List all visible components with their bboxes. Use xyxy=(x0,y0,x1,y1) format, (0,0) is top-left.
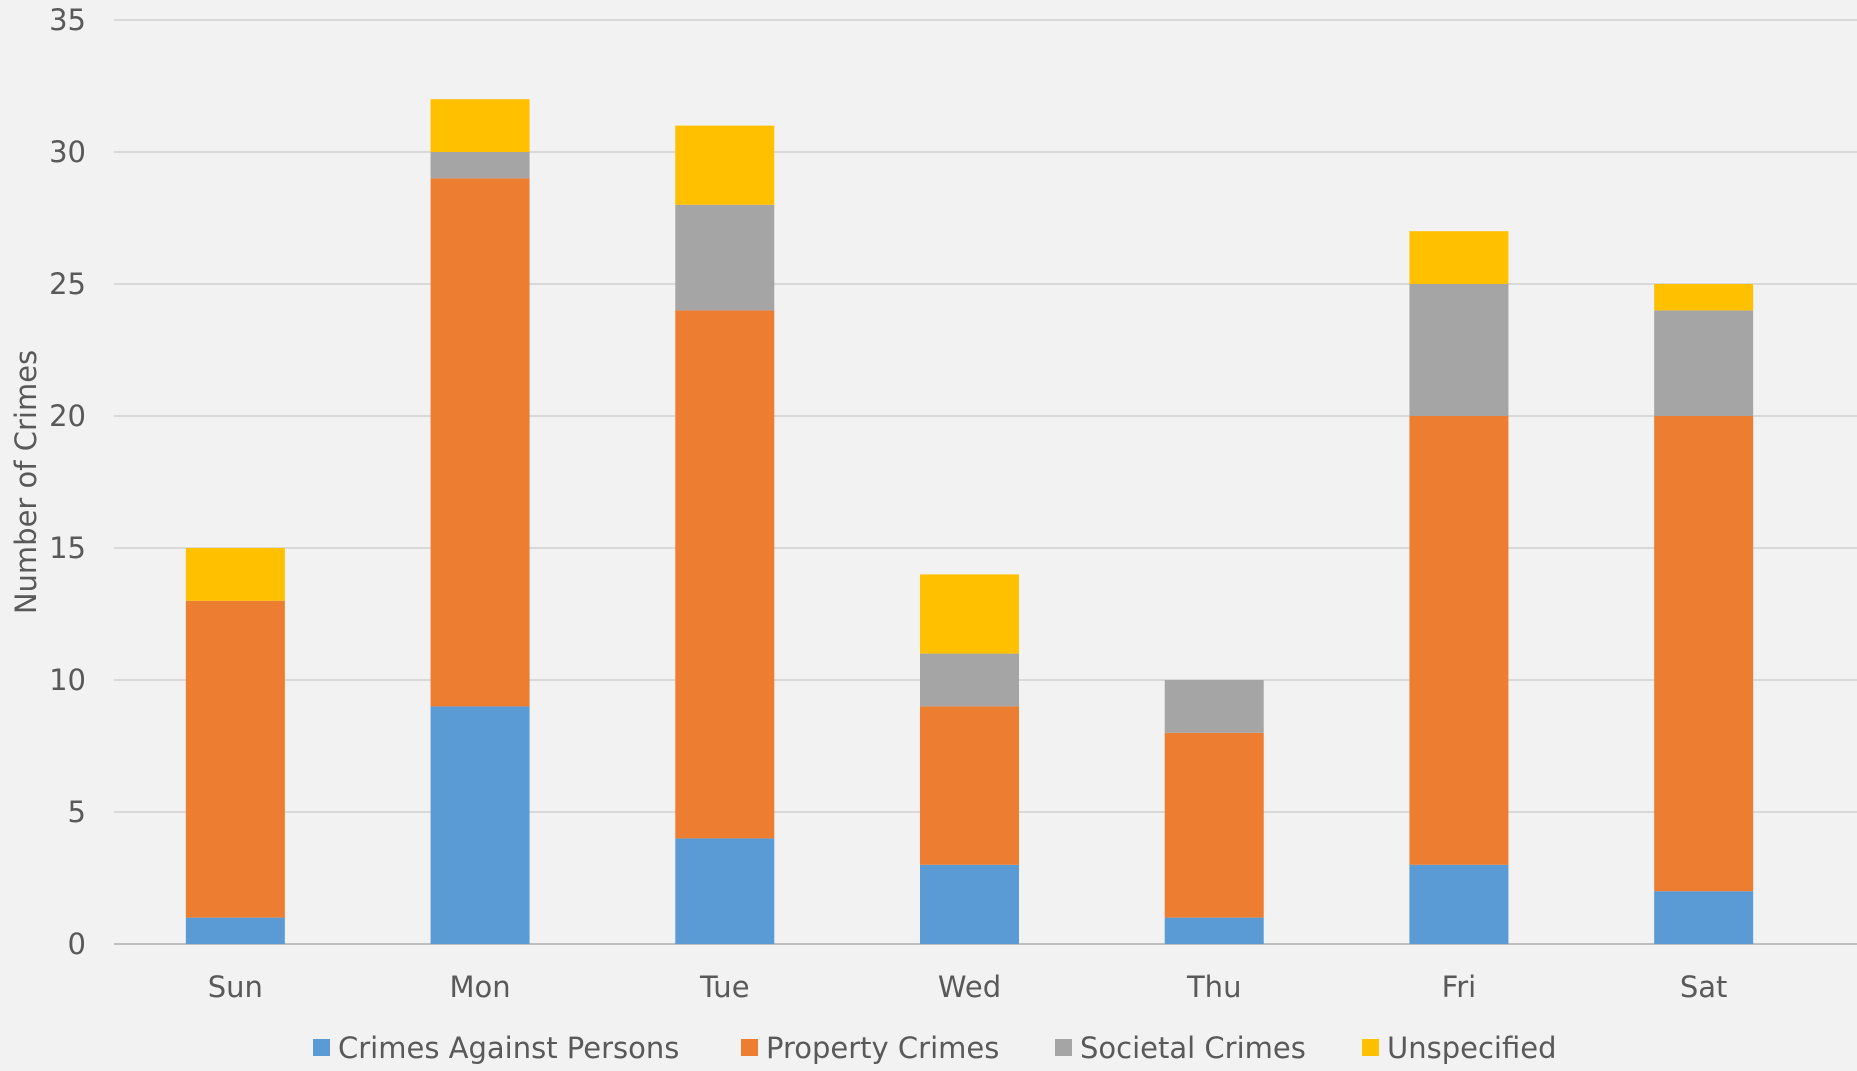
bar-segment xyxy=(430,706,530,944)
y-tick-label: 30 xyxy=(49,135,86,169)
legend-swatch xyxy=(313,1039,330,1056)
bar-segment xyxy=(1654,416,1754,892)
bar-segment xyxy=(675,204,775,311)
bar-segment xyxy=(185,917,285,944)
bar-segment xyxy=(920,706,1019,865)
legend-label: Property Crimes xyxy=(766,1031,999,1065)
y-axis-ticks: 0 5 10 15 20 25 30 35 xyxy=(49,3,86,961)
bar-segment xyxy=(1409,231,1509,284)
bar-segment xyxy=(1654,284,1754,311)
bar-segment xyxy=(1654,310,1754,416)
bar-segment xyxy=(675,310,775,839)
y-tick-label: 0 xyxy=(68,927,86,961)
legend-label: Unspecified xyxy=(1387,1031,1556,1065)
legend-label: Crimes Against Persons xyxy=(338,1031,679,1065)
bar-segment xyxy=(1409,284,1509,416)
legend-swatch xyxy=(741,1039,758,1056)
legend-label: Societal Crimes xyxy=(1080,1031,1306,1065)
bar-segment xyxy=(1409,416,1509,865)
y-tick-label: 20 xyxy=(49,399,86,433)
bar-segment xyxy=(185,548,285,601)
bar-segment xyxy=(185,600,285,918)
x-tick-label: Sat xyxy=(1680,970,1728,1004)
x-tick-label: Thu xyxy=(1186,970,1241,1004)
bar-segment xyxy=(1654,891,1754,944)
y-tick-label: 35 xyxy=(49,3,86,37)
bar-segment xyxy=(920,574,1019,654)
x-axis-ticks: Sun Mon Tue Wed Thu Fri Sat xyxy=(208,970,1728,1004)
bar-segment xyxy=(430,99,530,152)
legend: Crimes Against Persons Property Crimes Soc… xyxy=(313,1031,1556,1065)
bar-segment xyxy=(920,864,1019,944)
bar-segment xyxy=(675,125,775,205)
legend-swatch xyxy=(1362,1039,1379,1056)
x-tick-label: Wed xyxy=(938,970,1001,1004)
y-tick-label: 5 xyxy=(68,795,86,829)
y-axis-label: Number of Crimes xyxy=(9,350,43,614)
bar-segment xyxy=(430,178,530,707)
x-tick-label: Sun xyxy=(208,970,263,1004)
legend-swatch xyxy=(1055,1039,1072,1056)
y-tick-label: 10 xyxy=(49,663,86,697)
bar-segment xyxy=(1164,917,1264,944)
bar-segment xyxy=(920,653,1019,707)
bar-segment xyxy=(1164,732,1264,918)
x-tick-label: Tue xyxy=(699,970,750,1004)
bar-segment xyxy=(1409,864,1509,944)
bars xyxy=(185,99,1754,944)
x-tick-label: Fri xyxy=(1442,970,1477,1004)
y-tick-label: 25 xyxy=(49,267,86,301)
x-tick-label: Mon xyxy=(449,970,510,1004)
y-tick-label: 15 xyxy=(49,531,86,565)
bar-segment xyxy=(430,152,530,179)
bar-segment xyxy=(1164,680,1264,733)
bar-segment xyxy=(675,838,775,944)
